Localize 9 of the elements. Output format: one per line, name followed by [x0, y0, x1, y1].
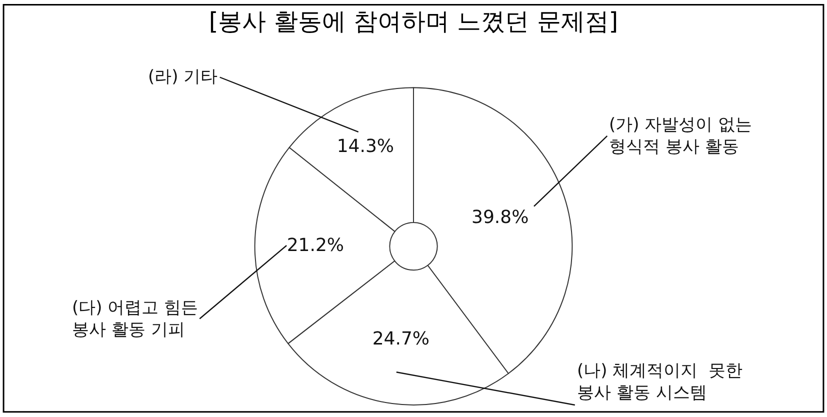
chart-title: [봉사 활동에 참여하며 느꼈던 문제점] — [208, 7, 618, 36]
data-label: 21.2% — [286, 235, 344, 256]
data-label: 24.7% — [372, 328, 430, 350]
slice-label: (나) 체계적이지 못한 봉사 활동 시스템 — [577, 361, 742, 404]
data-label: 14.3% — [336, 136, 394, 158]
data-label: 39.8% — [472, 207, 529, 228]
slice-label: (다) 어렵고 힘든 봉사 활동 기피 — [72, 298, 198, 340]
slice-label: (가) 자발성이 없는 형식적 봉사 활동 — [609, 115, 752, 158]
slice-label: (라) 기타 — [148, 67, 218, 87]
